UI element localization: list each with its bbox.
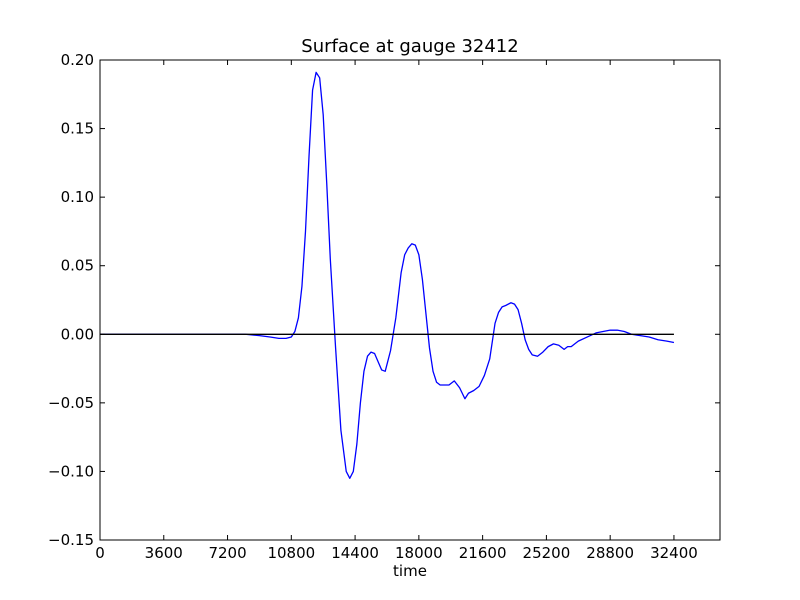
series-layer xyxy=(100,71,675,479)
x-tick-label: 3600 xyxy=(145,544,183,562)
tick-layer: 0 3600 7200 10800 14400 18000 21600 25200 28800 3… xyxy=(48,51,720,562)
x-tick-label: 32400 xyxy=(650,544,698,562)
x-tick-label: 10800 xyxy=(267,544,315,562)
series-line-surface xyxy=(100,71,675,479)
y-tick-label: 0.20 xyxy=(61,51,94,69)
y-tick-label: −0.05 xyxy=(48,394,94,412)
plot-area xyxy=(100,60,720,540)
x-tick-label: 0 xyxy=(95,544,105,562)
y-tick-label: 0.05 xyxy=(61,257,94,275)
x-tick-label: 28800 xyxy=(586,544,634,562)
x-tick-label: 25200 xyxy=(523,544,571,562)
x-tick-label: 18000 xyxy=(395,544,443,562)
y-tick-label: −0.15 xyxy=(48,531,94,549)
x-tick-label: 7200 xyxy=(208,544,246,562)
chart-title: Surface at gauge 32412 xyxy=(301,36,518,57)
y-tick-label: 0.00 xyxy=(61,325,94,343)
x-axis-label: time xyxy=(393,562,427,580)
x-tick-label: 14400 xyxy=(331,544,379,562)
x-tick-label: 21600 xyxy=(459,544,507,562)
y-tick-label: −0.10 xyxy=(48,462,94,480)
y-tick-label: 0.15 xyxy=(61,120,94,138)
plot-frame xyxy=(99,59,721,541)
y-tick-label: 0.10 xyxy=(61,188,94,206)
